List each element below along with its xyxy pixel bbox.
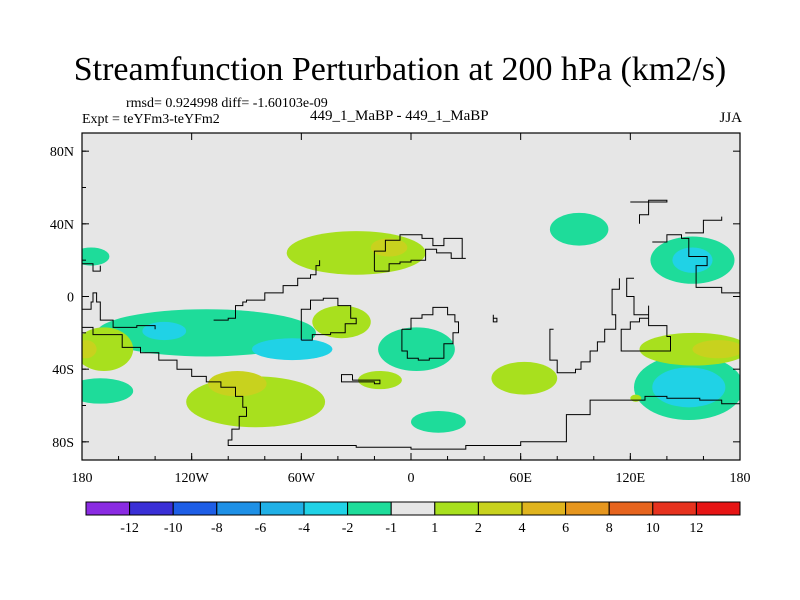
x-tick-label: 120E (616, 471, 646, 486)
coastline (401, 306, 459, 361)
anomaly-region (378, 327, 455, 371)
x-tick-label: 120W (175, 471, 210, 486)
colorbar-swatch (129, 501, 174, 516)
y-axis: 80N 40N 0 40S 80S (50, 145, 740, 451)
colorbar-swatch (608, 501, 654, 516)
anomaly-region (491, 361, 558, 395)
coastline (492, 314, 498, 323)
colorbar-label: -1 (385, 521, 397, 536)
rmsd-note: rmsd= 0.924998 diff= -1.60103e-09 (126, 96, 328, 111)
colorbar-swatch (434, 501, 479, 516)
colorbar-swatch (216, 501, 261, 516)
anomaly-region (286, 231, 426, 275)
anomaly-region (312, 305, 371, 339)
x-tick-label: 0 (408, 471, 415, 486)
coastline (373, 234, 466, 272)
coastline (685, 216, 723, 234)
coastline (630, 199, 668, 224)
colorbar-label: -2 (342, 521, 354, 536)
anomaly-region (142, 321, 187, 341)
coastline (213, 260, 321, 321)
colorbar-swatch (259, 501, 305, 516)
colorbar-label: -8 (211, 521, 223, 536)
y-tick-label: 40N (50, 218, 74, 233)
colorbar-swatch (85, 501, 131, 516)
colorbar-label: -10 (164, 521, 183, 536)
colorbar-label: -4 (298, 521, 310, 536)
colorbar-label: 8 (606, 521, 613, 536)
coastlines (82, 199, 740, 450)
y-tick-label: 80N (50, 145, 74, 160)
coastline (652, 234, 740, 294)
plot-background (82, 133, 740, 460)
colorbar-label: 10 (646, 521, 660, 536)
anomaly-region (411, 410, 466, 433)
colorbar: -12 -10 -8 -6 -4 -2 -1 1 2 4 6 8 10 12 (85, 501, 741, 536)
anomaly-region (630, 394, 642, 402)
experiment-note: Expt = teYFm3-teYFm2 (82, 112, 220, 127)
anomaly-contours (82, 212, 740, 433)
x-axis: 180 120W 60W 0 60E 120E 180 (72, 133, 751, 486)
anomaly-region (251, 338, 333, 361)
colorbar-swatch (347, 501, 392, 516)
anomaly-region (208, 370, 267, 397)
colorbar-label: 2 (475, 521, 482, 536)
anomaly-region (82, 340, 97, 359)
anomaly-region (82, 247, 110, 266)
coastline (82, 292, 156, 330)
colorbar-swatch (172, 501, 218, 516)
anomaly-region (652, 367, 726, 408)
colorbar-swatch (695, 501, 741, 516)
x-tick-label: 180 (72, 471, 93, 486)
x-tick-label: 60W (288, 471, 316, 486)
colorbar-label: 4 (519, 521, 526, 536)
coastline (82, 263, 101, 272)
colorbar-label: 12 (689, 521, 703, 536)
colorbar-swatch (390, 501, 436, 516)
colorbar-swatch (521, 501, 567, 516)
x-tick-label: 60E (509, 471, 532, 486)
colorbar-swatch (477, 501, 523, 516)
anomaly-region (82, 378, 134, 404)
season-note: JJA (719, 110, 742, 126)
coastline (300, 297, 357, 341)
y-tick-label: 80S (52, 436, 74, 451)
y-tick-label: 0 (67, 291, 74, 306)
colorbar-label: -6 (255, 521, 267, 536)
y-tick-label: 40S (52, 363, 74, 378)
anomaly-region (672, 247, 713, 273)
coastline (82, 326, 740, 450)
colorbar-swatch (652, 501, 697, 516)
coastline (620, 277, 671, 352)
chart-title: Streamfunction Perturbation at 200 hPa (… (73, 51, 727, 88)
anomaly-region (82, 327, 134, 371)
colorbar-label: 1 (431, 521, 438, 536)
case-note: 449_1_MaBP - 449_1_MaBP (310, 108, 489, 124)
colorbar-label: 6 (562, 521, 569, 536)
colorbar-swatch (565, 501, 610, 516)
colorbar-label: -12 (120, 521, 139, 536)
anomaly-region (370, 238, 408, 257)
coastline (341, 374, 381, 385)
anomaly-region (549, 212, 609, 246)
coastline (549, 278, 620, 374)
anomaly-region (692, 340, 740, 359)
colorbar-swatch (303, 501, 349, 516)
x-tick-label: 180 (730, 471, 751, 486)
